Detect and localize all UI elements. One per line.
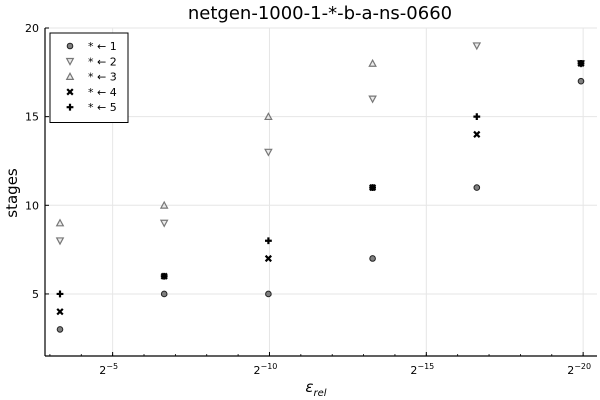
data-point [368, 58, 377, 67]
data-point [369, 255, 376, 262]
data-point [160, 290, 168, 298]
data-point [368, 95, 377, 104]
series-2 [55, 42, 586, 246]
x-axis-label-sub: rel [314, 388, 327, 399]
data-point [369, 184, 376, 191]
data-point [472, 42, 482, 51]
y-tick-label: 20 [25, 22, 39, 35]
data-point [159, 219, 169, 228]
series-5 [56, 60, 585, 298]
legend-label: * ← 4 [88, 86, 117, 99]
legend-marker [65, 72, 75, 81]
data-point [473, 184, 481, 191]
x-axis-label-main: ε [305, 378, 313, 396]
legend-label: * ← 1 [88, 40, 117, 53]
legend-entry: * ← 5 [66, 101, 117, 114]
ticks: 5 10 15 20 2−5 2−10 2−15 2−20 [25, 22, 591, 377]
series-1 [56, 77, 585, 333]
legend-entry: * ← 2 [65, 55, 117, 68]
legend-marker [66, 103, 74, 111]
data-point [473, 113, 481, 121]
x-tick-label: 2−20 [567, 362, 591, 377]
series-4 [56, 59, 585, 316]
data-point [159, 200, 169, 209]
x-tick-label: 2−10 [254, 362, 278, 377]
legend-marker [65, 57, 75, 66]
data-point [473, 130, 481, 138]
data-point [264, 254, 272, 263]
series-3 [55, 58, 377, 227]
data-point [577, 60, 585, 67]
legend-marker [66, 88, 74, 96]
x-axis-label: εrel [305, 378, 326, 399]
data-point [56, 290, 64, 298]
legend-label: * ← 3 [88, 71, 117, 84]
data-point [160, 272, 168, 280]
y-axis-label: stages [3, 168, 21, 218]
data-marks [55, 42, 586, 333]
x-tick-label: 2−5 [99, 362, 118, 377]
chart-title: netgen-1000-1-*-b-a-ns-0660 [188, 3, 452, 24]
legend-label: * ← 5 [88, 101, 117, 114]
data-point [577, 77, 585, 85]
legend-marker [66, 42, 74, 50]
data-point [55, 218, 65, 227]
legend: * ← 1 * ← 2 * ← 3 * ← 4 * ← 5 [49, 32, 129, 123]
legend-label: * ← 2 [88, 55, 117, 68]
data-point [56, 308, 64, 316]
data-point [265, 290, 272, 298]
legend-entry: * ← 1 [66, 40, 117, 53]
legend-entry: * ← 3 [65, 71, 117, 84]
x-tick-label: 2−15 [410, 362, 434, 377]
data-point [264, 148, 273, 157]
data-point [264, 112, 273, 121]
y-tick-label: 10 [25, 199, 39, 212]
grid [45, 27, 597, 356]
legend-entry: * ← 4 [66, 86, 117, 99]
axes [44, 28, 597, 357]
data-point [55, 237, 65, 246]
data-point [265, 237, 272, 245]
y-tick-label: 5 [32, 288, 39, 301]
data-point [56, 326, 64, 333]
y-tick-label: 15 [25, 111, 39, 124]
legend-box [49, 32, 129, 123]
